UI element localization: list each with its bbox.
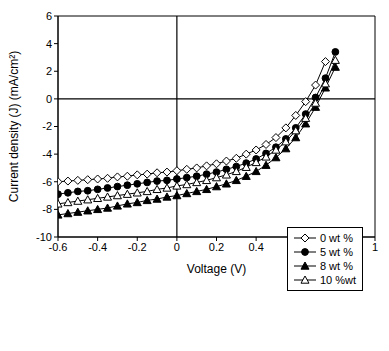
svg-text:-2: -2: [42, 120, 52, 132]
svg-text:0: 0: [46, 93, 52, 105]
svg-text:4: 4: [46, 38, 52, 50]
svg-text:Current density (J) (mA/cm²): Current density (J) (mA/cm²): [8, 51, 21, 202]
svg-text:-4: -4: [42, 148, 52, 160]
svg-text:-6: -6: [42, 176, 52, 188]
svg-text:-0.2: -0.2: [128, 241, 147, 253]
svg-text:0: 0: [174, 241, 180, 253]
svg-text:0.4: 0.4: [248, 241, 263, 253]
svg-text:0.8: 0.8: [328, 241, 343, 253]
svg-text:-8: -8: [42, 203, 52, 215]
svg-text:6: 6: [46, 10, 52, 22]
svg-text:0.2: 0.2: [209, 241, 224, 253]
svg-text:-10: -10: [36, 231, 52, 243]
svg-text:Voltage (V): Voltage (V): [187, 262, 246, 276]
svg-text:1: 1: [372, 241, 378, 253]
svg-text:-0.4: -0.4: [88, 241, 107, 253]
svg-text:0.6: 0.6: [288, 241, 303, 253]
svg-text:2: 2: [46, 65, 52, 77]
